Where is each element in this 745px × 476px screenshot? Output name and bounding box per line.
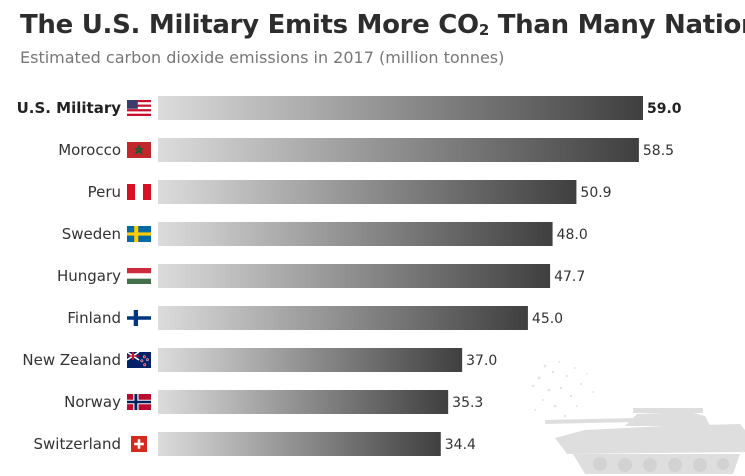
- bar: [158, 432, 441, 456]
- category-label: U.S. Military: [17, 99, 122, 117]
- value-label: 47.7: [554, 269, 585, 285]
- bar: [158, 306, 528, 330]
- switzerland-flag-icon: [131, 436, 147, 452]
- norway-flag-icon: [127, 394, 151, 410]
- category-label: Hungary: [57, 267, 121, 285]
- value-label: 48.0: [557, 227, 588, 243]
- category-label: Finland: [67, 309, 121, 327]
- category-label: Switzerland: [34, 435, 122, 453]
- hungary-flag-icon: [127, 268, 151, 284]
- bar: [158, 348, 463, 372]
- value-label: 34.4: [445, 437, 476, 453]
- us-flag-icon: [127, 100, 151, 116]
- bar: [158, 390, 449, 414]
- value-label: 50.9: [580, 185, 611, 201]
- chart-title: The U.S. Military Emits More CO2 Than Ma…: [20, 10, 745, 40]
- new-zealand-flag-icon: [126, 351, 151, 368]
- bar: [158, 138, 639, 162]
- value-label: 45.0: [532, 311, 563, 327]
- category-label: Peru: [88, 183, 121, 201]
- finland-flag-icon: [127, 310, 151, 326]
- value-label: 59.0: [647, 101, 682, 117]
- tank-silhouette-icon: [531, 361, 745, 474]
- category-label: New Zealand: [22, 351, 121, 369]
- bar: [158, 96, 643, 120]
- title-rest: Than Many Nations: [497, 10, 745, 40]
- title-subscript: 2: [478, 21, 489, 39]
- morocco-flag-icon: [127, 142, 151, 158]
- bar: [158, 264, 551, 288]
- category-label: Sweden: [62, 225, 121, 243]
- sweden-flag-icon: [127, 226, 151, 242]
- category-label: Morocco: [58, 141, 121, 159]
- chart-subtitle: Estimated carbon dioxide emissions in 20…: [20, 48, 505, 67]
- title-main: The U.S. Military Emits More CO: [20, 10, 479, 40]
- category-label: Norway: [64, 393, 121, 411]
- bar: [158, 222, 553, 246]
- value-label: 37.0: [466, 353, 497, 369]
- value-label: 58.5: [643, 143, 674, 159]
- bar: [158, 180, 577, 204]
- peru-flag-icon: [127, 184, 151, 200]
- value-label: 35.3: [452, 395, 483, 411]
